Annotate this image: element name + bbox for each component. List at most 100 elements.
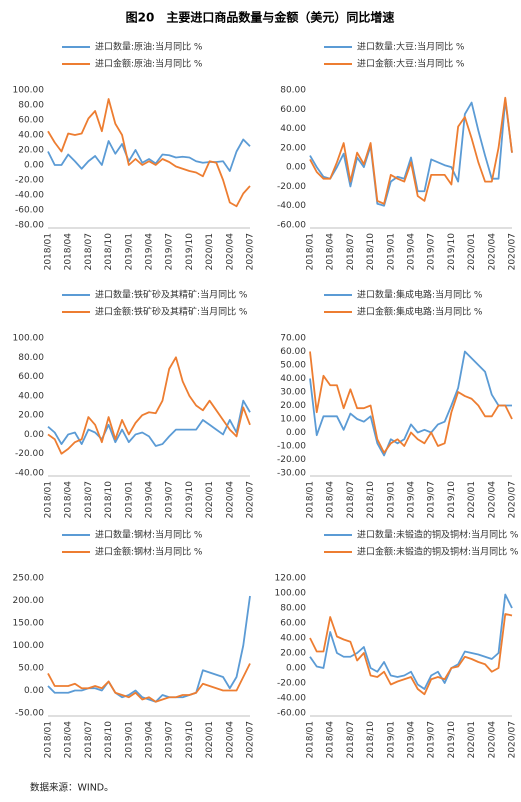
data-line <box>309 98 513 207</box>
x-tick-label: 2019/07 <box>165 721 175 758</box>
chart-panel: 进口数量:钢材:当月同比 % 进口金额:钢材:当月同比 % 250.00 200.00… <box>13 529 256 759</box>
y-tick-label: -40.00 <box>277 201 306 211</box>
y-tick-label: 100.00 <box>13 641 45 651</box>
y-tick-label: 80.00 <box>280 604 306 614</box>
y-tick-label: 250.00 <box>13 574 45 584</box>
x-tick-label: 2020/07 <box>508 721 518 758</box>
y-tick-label: -20.00 <box>277 455 306 465</box>
x-tick-label: 2019/07 <box>165 233 175 270</box>
y-tick-label: 80.00 <box>18 101 44 111</box>
x-tick-label: 2020/07 <box>246 481 256 518</box>
x-tick-label: 2018/10 <box>366 233 376 271</box>
legend-label: 进口数量:大豆:当月同比 % <box>357 41 465 53</box>
x-tick-label: 2019/07 <box>165 481 175 518</box>
data-line <box>47 595 251 703</box>
x-tick-label: 2020/01 <box>467 481 477 518</box>
data-line <box>47 663 251 703</box>
y-tick-label: 50.00 <box>18 664 44 674</box>
x-tick-label: 2018/07 <box>84 233 94 270</box>
y-tick-label: 40.00 <box>18 391 44 401</box>
x-tick-label: 2020/01 <box>205 233 215 270</box>
y-tick-label: 60.00 <box>280 105 306 115</box>
chart-panel: 进口数量:原油:当月同比 % 进口金额:原油:当月同比 % 100.00 80.00 6… <box>13 41 256 271</box>
y-tick-label: 50.00 <box>280 361 306 371</box>
x-tick-label: 2020/04 <box>487 481 497 519</box>
y-tick-label: 80.00 <box>280 86 306 96</box>
legend-label: 进口金额:原油:当月同比 % <box>95 58 203 70</box>
y-tick-label: 20.00 <box>18 146 44 156</box>
y-tick-label: -60.00 <box>277 221 306 231</box>
x-tick-label: 2018/07 <box>346 481 356 518</box>
x-tick-label: 2019/07 <box>427 721 437 758</box>
y-tick-label: -20.00 <box>277 679 306 689</box>
x-tick-label: 2018/07 <box>84 481 94 518</box>
y-tick-label: 0.00 <box>286 428 306 438</box>
source-note: 数据来源：WIND。 <box>30 782 114 794</box>
y-tick-label: 0.00 <box>24 430 44 440</box>
x-tick-label: 2020/04 <box>225 233 235 271</box>
data-line <box>309 593 513 690</box>
x-tick-label: 2019/01 <box>124 721 134 758</box>
x-tick-label: 2018/01 <box>44 721 54 758</box>
x-tick-label: 2019/10 <box>447 481 457 519</box>
x-tick-label: 2019/10 <box>185 721 195 759</box>
y-tick-label: 10.00 <box>280 415 306 425</box>
y-tick-label: 0.00 <box>24 161 44 171</box>
y-tick-label: 100.00 <box>13 86 45 96</box>
y-tick-label: -20.00 <box>277 182 306 192</box>
x-tick-label: 2020/07 <box>246 233 256 270</box>
y-tick-label: 20.00 <box>18 411 44 421</box>
x-tick-label: 2018/04 <box>326 481 336 519</box>
y-tick-label: -60.00 <box>277 709 306 719</box>
legend-label: 进口数量:原油:当月同比 % <box>95 41 203 53</box>
x-tick-label: 2019/01 <box>124 233 134 270</box>
data-line <box>47 399 251 447</box>
y-tick-label: 0.00 <box>24 686 44 696</box>
y-tick-label: 0.00 <box>286 664 306 674</box>
x-tick-label: 2018/01 <box>306 721 316 758</box>
data-line <box>309 350 512 457</box>
x-tick-label: 2018/01 <box>306 233 316 270</box>
x-tick-label: 2018/07 <box>346 721 356 758</box>
y-tick-label: 60.00 <box>280 619 306 629</box>
x-tick-label: 2019/10 <box>447 233 457 271</box>
x-tick-label: 2020/04 <box>487 721 497 759</box>
x-tick-label: 2020/07 <box>246 721 256 758</box>
y-tick-label: 40.00 <box>280 374 306 384</box>
x-tick-label: 2018/04 <box>64 233 74 271</box>
x-tick-label: 2018/01 <box>44 481 54 518</box>
legend-label: 进口数量:铁矿砂及其精矿:当月同比 % <box>95 289 248 301</box>
x-tick-label: 2018/10 <box>366 481 376 519</box>
chart-panel: 进口数量:未锻造的铜及铜材:当月同比 % 进口金额:未锻造的铜及铜材:当月同比 %… <box>275 529 519 759</box>
y-tick-label: 70.00 <box>280 334 306 344</box>
y-tick-label: 40.00 <box>280 634 306 644</box>
x-tick-label: 2018/01 <box>306 481 316 518</box>
x-tick-label: 2020/07 <box>508 233 518 270</box>
y-tick-label: 100.00 <box>275 589 307 599</box>
x-tick-label: 2019/04 <box>145 721 155 759</box>
x-tick-label: 2020/01 <box>205 481 215 518</box>
x-tick-label: 2018/04 <box>326 721 336 759</box>
y-tick-label: -30.00 <box>277 469 306 479</box>
y-tick-label: -20.00 <box>15 176 44 186</box>
x-tick-label: 2018/04 <box>326 233 336 271</box>
x-tick-label: 2019/04 <box>145 233 155 271</box>
y-tick-label: 20.00 <box>280 649 306 659</box>
y-tick-label: -40.00 <box>15 191 44 201</box>
x-tick-label: 2020/01 <box>467 233 477 270</box>
legend-label: 进口金额:钢材:当月同比 % <box>95 546 203 558</box>
y-tick-label: 40.00 <box>18 131 44 141</box>
x-tick-label: 2019/01 <box>386 233 396 270</box>
x-tick-label: 2020/07 <box>508 481 518 518</box>
y-tick-label: 80.00 <box>18 353 44 363</box>
y-tick-label: -40.00 <box>15 469 44 479</box>
x-tick-label: 2019/10 <box>185 233 195 271</box>
x-tick-label: 2020/04 <box>225 481 235 519</box>
y-tick-label: 60.00 <box>18 116 44 126</box>
legend-label: 进口金额:大豆:当月同比 % <box>357 58 465 70</box>
x-tick-label: 2020/04 <box>487 233 497 271</box>
x-tick-label: 2020/01 <box>467 721 477 758</box>
x-tick-label: 2019/10 <box>185 481 195 519</box>
x-tick-label: 2018/04 <box>64 721 74 759</box>
